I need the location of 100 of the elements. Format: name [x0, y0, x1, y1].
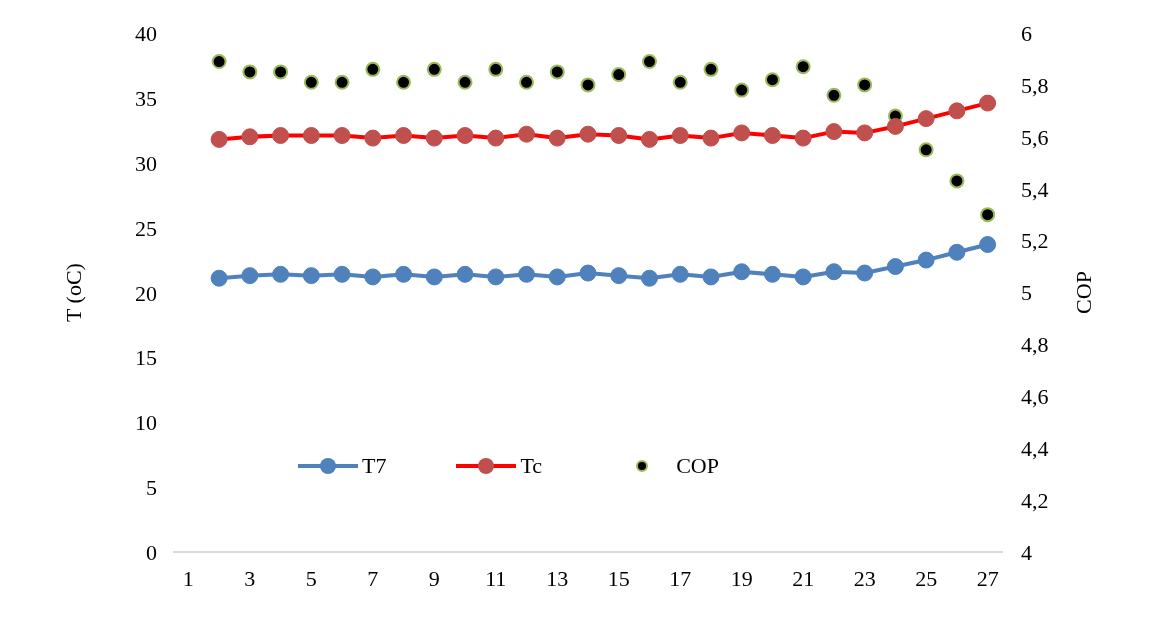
point: [487, 268, 505, 286]
y2-tick-label: 4,6: [1021, 384, 1049, 410]
point: [980, 207, 996, 223]
point: [518, 125, 536, 143]
point: [241, 267, 259, 285]
point: [333, 127, 351, 144]
point: [548, 129, 566, 147]
y2-tick-label: 5,4: [1021, 176, 1049, 202]
point: [364, 268, 382, 286]
point: [549, 64, 565, 80]
y-tick-label: 20: [135, 280, 157, 306]
point: [456, 127, 474, 144]
point: [703, 61, 719, 77]
point: [456, 265, 474, 283]
point: [426, 61, 442, 77]
x-tick-label: 27: [976, 565, 999, 591]
y2-tick-label: 4: [1021, 539, 1032, 565]
point: [857, 77, 873, 93]
point: [702, 129, 720, 147]
point: [886, 258, 904, 276]
point: [210, 130, 228, 148]
x-tick-label: 13: [546, 565, 569, 591]
point: [733, 124, 751, 142]
legend-label: Tc: [520, 453, 543, 479]
point: [579, 264, 597, 282]
point: [641, 54, 657, 70]
point: [242, 64, 258, 80]
point: [518, 265, 536, 283]
point: [425, 268, 443, 286]
y2-tick-label: 5,8: [1021, 72, 1049, 98]
x-tick-label: 9: [428, 565, 440, 591]
point: [395, 127, 413, 144]
x-tick-label: 3: [244, 565, 256, 591]
x-tick-label: 1: [182, 565, 194, 591]
point: [210, 269, 228, 287]
point: [273, 64, 289, 80]
point: [548, 268, 566, 286]
legend-label: COP: [676, 453, 719, 479]
y-tick-label: 30: [135, 150, 157, 176]
point: [365, 61, 381, 77]
point: [918, 142, 934, 158]
point: [580, 77, 596, 93]
point: [825, 123, 843, 141]
point: [917, 251, 935, 269]
x-tick-label: 17: [669, 565, 692, 591]
y2-tick-label: 5,6: [1021, 124, 1049, 150]
point: [241, 128, 259, 146]
point: [302, 267, 320, 285]
point: [610, 127, 628, 144]
x-tick-label: 21: [792, 565, 815, 591]
point: [211, 54, 227, 70]
x-tick-label: 25: [915, 565, 938, 591]
y-axis-title: T (oC): [60, 263, 86, 322]
point: [457, 74, 473, 90]
point: [917, 110, 935, 128]
point: [856, 124, 874, 142]
y-tick-label: 10: [135, 410, 157, 436]
point: [671, 127, 689, 144]
point: [396, 74, 412, 90]
y2-tick-label: 5,2: [1021, 228, 1049, 254]
point: [487, 129, 505, 147]
point: [272, 127, 290, 144]
point: [763, 265, 781, 283]
point: [519, 74, 535, 90]
point: [333, 265, 351, 283]
point: [948, 102, 966, 120]
x-tick-label: 11: [485, 565, 507, 591]
point: [979, 235, 997, 253]
point: [794, 129, 812, 147]
point: [979, 94, 997, 112]
point: [702, 268, 720, 286]
y2-tick-label: 4,8: [1021, 332, 1049, 358]
y-tick-label: 25: [135, 215, 157, 241]
y2-tick-label: 4,4: [1021, 436, 1049, 462]
point: [610, 267, 628, 285]
point: [611, 67, 627, 83]
point: [334, 74, 350, 90]
y-tick-label: 15: [135, 345, 157, 371]
point: [763, 127, 781, 144]
point: [672, 74, 688, 90]
x-tick-label: 7: [367, 565, 379, 591]
point: [364, 129, 382, 147]
point: [640, 130, 658, 148]
y-tick-label: 35: [135, 85, 157, 111]
point: [795, 59, 811, 75]
x-tick-label: 5: [305, 565, 317, 591]
point: [488, 61, 504, 77]
point: [856, 264, 874, 282]
point: [640, 269, 658, 287]
y-tick-label: 0: [146, 540, 157, 565]
y2-tick-label: 4,2: [1021, 487, 1049, 513]
y2-axis-title: COP: [1070, 271, 1096, 314]
point: [302, 127, 320, 144]
point: [303, 74, 319, 90]
point: [734, 82, 750, 98]
point: [794, 268, 812, 286]
y2-tick-label: 5: [1021, 280, 1032, 306]
point: [671, 265, 689, 283]
point: [733, 263, 751, 281]
point: [949, 173, 965, 189]
